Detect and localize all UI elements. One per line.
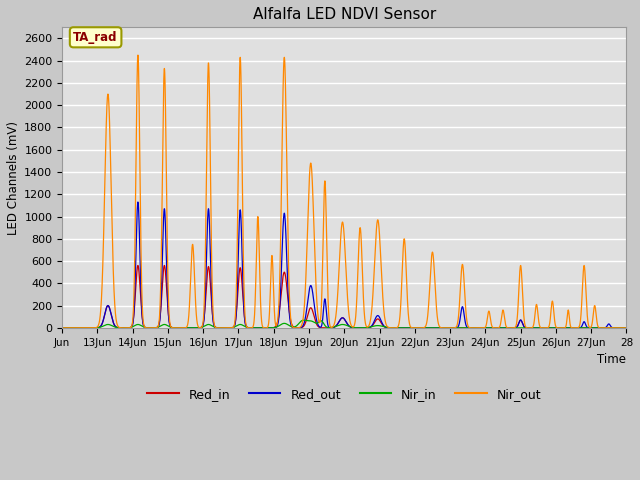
Y-axis label: LED Channels (mV): LED Channels (mV) bbox=[7, 120, 20, 235]
Title: Alfalfa LED NDVI Sensor: Alfalfa LED NDVI Sensor bbox=[253, 7, 436, 22]
X-axis label: Time: Time bbox=[597, 353, 627, 366]
Text: TA_rad: TA_rad bbox=[74, 31, 118, 44]
Legend: Red_in, Red_out, Nir_in, Nir_out: Red_in, Red_out, Nir_in, Nir_out bbox=[142, 383, 546, 406]
